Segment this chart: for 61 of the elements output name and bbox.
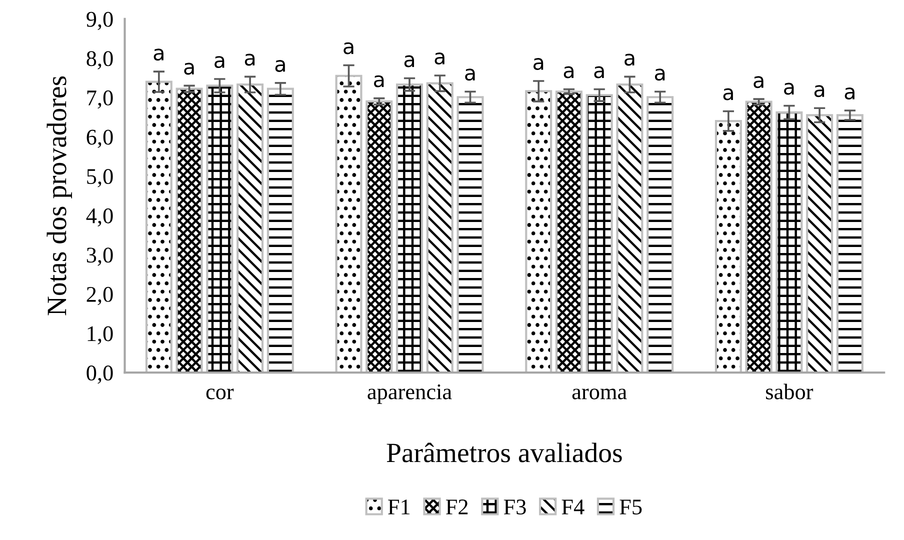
bar xyxy=(335,74,362,373)
data-label: a xyxy=(594,66,604,78)
y-tick-label: 1,0 xyxy=(88,326,113,344)
x-tick-label: aparencia xyxy=(368,384,452,404)
data-label: a xyxy=(654,68,665,81)
data-label: a xyxy=(723,88,733,100)
bar xyxy=(714,120,742,373)
data-label: a xyxy=(784,82,794,95)
y-tick-label: 3,0 xyxy=(86,248,113,266)
data-label: a xyxy=(564,66,574,78)
y-tick-label: 6,0 xyxy=(86,130,113,148)
bar xyxy=(426,82,454,373)
legend-label: F3 xyxy=(504,500,526,514)
legend-label: F4 xyxy=(562,500,584,514)
x-tick-label: aroma xyxy=(572,388,627,400)
data-label: a xyxy=(404,55,414,68)
bar xyxy=(145,80,172,373)
bar xyxy=(525,90,552,373)
bar xyxy=(745,100,772,373)
data-label: a xyxy=(184,62,194,75)
y-tick-label: 8,0 xyxy=(86,51,113,70)
data-label: a xyxy=(244,54,255,66)
bar xyxy=(176,88,203,373)
y-tick-label: 9,0 xyxy=(86,12,113,30)
y-axis-title: Notas dos provadores xyxy=(46,76,72,316)
y-tick-label: 7,0 xyxy=(87,90,113,109)
data-label: a xyxy=(214,56,224,68)
bar xyxy=(646,96,674,373)
data-label: a xyxy=(154,48,164,61)
y-tick-label: 2,0 xyxy=(86,286,113,306)
bar xyxy=(236,83,264,373)
legend-label: F5 xyxy=(620,500,642,514)
data-label: a xyxy=(754,76,764,88)
bar xyxy=(555,90,582,373)
bar xyxy=(366,100,393,373)
bar xyxy=(396,83,424,373)
data-label: a xyxy=(275,60,285,72)
bar xyxy=(586,94,613,373)
bar xyxy=(836,114,864,373)
y-tick-label: 5,0 xyxy=(87,169,113,188)
bar xyxy=(806,114,834,373)
x-tick-label: sabor xyxy=(766,384,814,400)
data-label: a xyxy=(814,85,824,98)
bar xyxy=(456,96,484,373)
bar xyxy=(616,83,644,373)
legend-label: F1 xyxy=(388,500,410,514)
data-label: a xyxy=(533,58,544,70)
bar xyxy=(206,84,234,373)
bar xyxy=(266,88,294,373)
legend-label: F2 xyxy=(446,500,468,514)
data-label: a xyxy=(624,54,634,66)
data-label: a xyxy=(344,42,354,54)
data-label: a xyxy=(374,75,384,88)
data-label: a xyxy=(844,88,854,100)
data-label: a xyxy=(465,68,475,81)
x-axis-title: Parâmetros avaliados xyxy=(386,442,622,462)
data-label: a xyxy=(434,52,444,65)
bar xyxy=(776,111,803,373)
y-tick-label: 4,0 xyxy=(86,208,113,227)
y-tick-label: 0,0 xyxy=(86,366,113,384)
x-tick-label: cor xyxy=(206,388,234,400)
